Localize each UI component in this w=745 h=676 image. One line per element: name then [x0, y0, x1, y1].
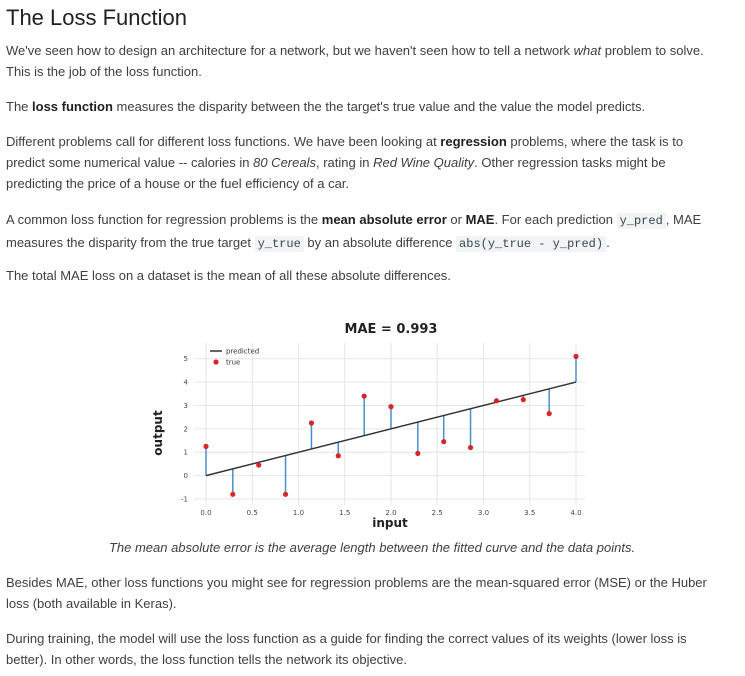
- chart-title: MAE = 0.993: [345, 322, 438, 337]
- page-title: The Loss Function: [6, 5, 187, 30]
- x-tick-label: 1.5: [339, 509, 350, 517]
- mae-chart: MAE = 0.993 input output 0.0 0.5 1.0 1.5 2.0…: [151, 322, 585, 530]
- grid-lines: [194, 343, 585, 505]
- legend-true-swatch: [213, 359, 219, 365]
- data-point: [388, 404, 394, 410]
- y-axis-label: output: [151, 410, 165, 456]
- x-tick-label: 3.5: [524, 509, 535, 517]
- data-point: [546, 411, 552, 417]
- y-tick-label: -1: [181, 496, 188, 504]
- figure-caption: The mean absolute error is the average l…: [108, 540, 636, 555]
- data-point: [520, 397, 526, 403]
- data-point: [573, 353, 579, 359]
- y-tick-label: 5: [184, 355, 188, 363]
- paragraph-intro: We've seen how to design an architecture…: [6, 43, 704, 79]
- data-point: [308, 420, 315, 426]
- data-point: [493, 398, 500, 404]
- data-point: [415, 450, 421, 456]
- paragraph-regression: Different problems call for different lo…: [6, 134, 684, 191]
- y-tick-label: 0: [184, 472, 188, 480]
- y-tick-label: 1: [184, 449, 188, 457]
- data-point: [256, 462, 262, 468]
- x-tick-label: 3.0: [478, 509, 489, 517]
- x-tick-label: 0.0: [200, 509, 211, 517]
- x-axis-label: input: [372, 516, 408, 530]
- data-point: [203, 443, 209, 449]
- data-point: [361, 393, 367, 399]
- tick-labels: 0.0 0.5 1.0 1.5 2.0 2.5 3.0 3.5 4.0 -1 0 1 2 3 4 5: [181, 355, 582, 517]
- paragraph-mae: A common loss function for regression pr…: [6, 212, 702, 252]
- legend-predicted-label: predicted: [226, 348, 259, 356]
- x-tick-label: 2.5: [432, 509, 443, 517]
- x-tick-label: 1.0: [293, 509, 304, 517]
- code-abs: abs(y_true - y_pred): [456, 236, 607, 252]
- paragraph-training: During training, the model will use the …: [6, 631, 687, 667]
- code-y-true: y_true: [254, 236, 304, 252]
- data-point: [230, 491, 236, 497]
- mae-figure: MAE = 0.993 input output 0.0 0.5 1.0 1.5 2.0…: [146, 313, 594, 535]
- true-points: [203, 353, 579, 497]
- data-point: [282, 491, 289, 497]
- x-tick-label: 2.0: [385, 509, 396, 517]
- legend: predicted true: [210, 348, 259, 367]
- residual-lines: [205, 356, 577, 495]
- y-tick-label: 4: [184, 379, 189, 387]
- code-y-pred: y_pred: [616, 213, 666, 229]
- paragraph-definition: The loss function measures the disparity…: [6, 99, 646, 114]
- data-point: [335, 453, 341, 459]
- data-point: [441, 439, 447, 445]
- predicted-line: [205, 381, 577, 477]
- legend-true-label: true: [226, 359, 240, 367]
- y-tick-label: 3: [184, 402, 188, 410]
- x-tick-label: 4.0: [570, 509, 581, 517]
- data-point: [467, 444, 474, 451]
- y-tick-label: 2: [184, 425, 188, 433]
- paragraph-other-losses: Besides MAE, other loss functions you mi…: [6, 575, 707, 611]
- x-tick-label: 0.5: [247, 509, 258, 517]
- predicted-line-layer: [205, 381, 577, 477]
- paragraph-total-mae: The total MAE loss on a dataset is the m…: [6, 268, 451, 283]
